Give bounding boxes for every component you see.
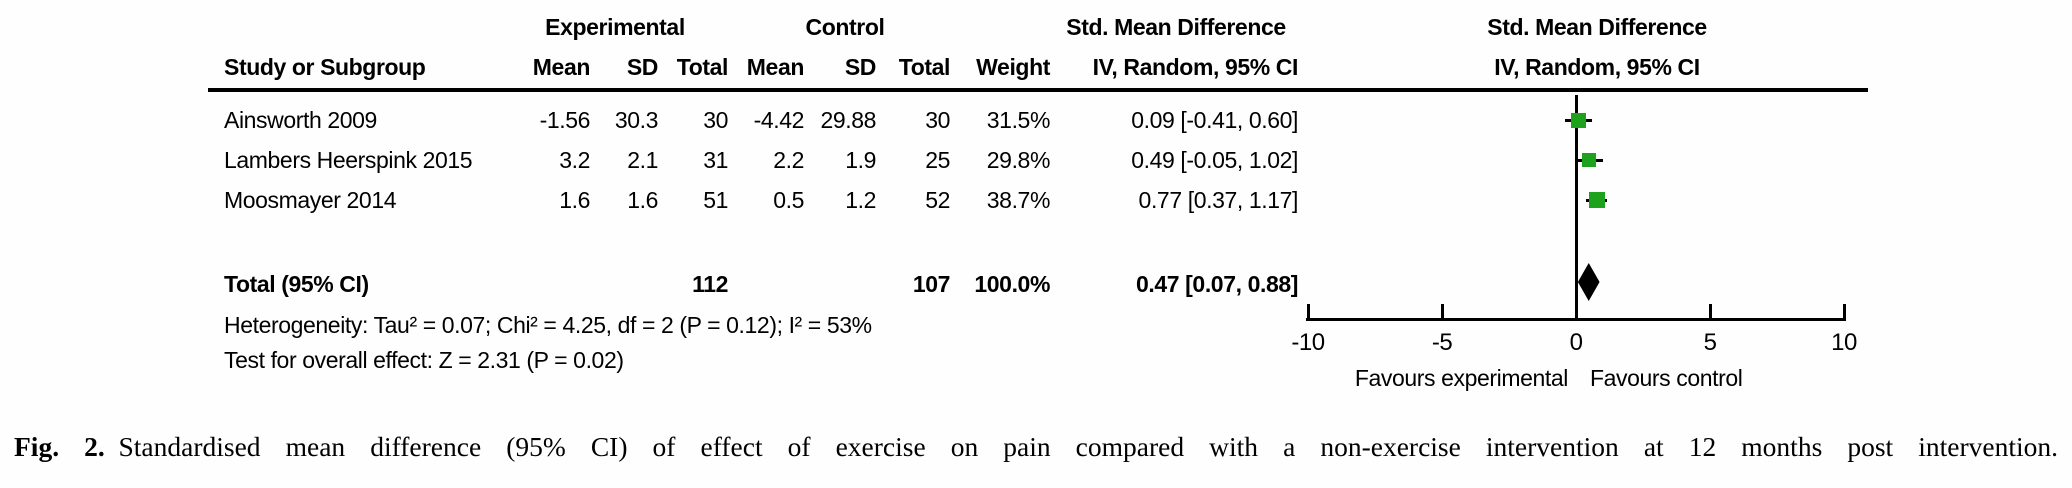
forest-square — [1582, 153, 1597, 167]
axis-tick-label: 10 — [1831, 329, 1857, 356]
weight-value: 31.5% — [986, 107, 1051, 133]
col-header-ci-plot: IV, Random, 95% CI — [1494, 54, 1700, 80]
col-header-weight: Weight — [976, 54, 1050, 80]
ctrl-mean-value: 0.5 — [773, 187, 804, 213]
total-label: Total (95% CI) — [224, 271, 369, 297]
col-header-ci-text: IV, Random, 95% CI — [1092, 54, 1299, 80]
col-header-ctrl-mean: Mean — [746, 54, 805, 80]
col-header-ctrl-total: Total — [898, 54, 951, 80]
ci-text-value: 0.77 [0.37, 1.17] — [1138, 187, 1299, 213]
forest-square — [1570, 112, 1586, 128]
figure-caption: Fig. 2. Standardised mean difference (95… — [14, 430, 2058, 464]
axis-tick-label: -5 — [1431, 329, 1453, 356]
ci-text-value: 0.09 [-0.41, 0.60] — [1131, 107, 1298, 133]
ctrl-sd-value: 1.9 — [845, 147, 876, 173]
ci-text-value: 0.49 [-0.05, 1.02] — [1131, 147, 1298, 173]
total-exp-n: 112 — [692, 271, 728, 297]
col-header-exp-sd: SD — [626, 54, 659, 80]
axis-tick — [1306, 304, 1310, 318]
exp-total-value: 51 — [703, 187, 728, 213]
weight-value: 38.7% — [986, 187, 1051, 213]
study-name: Moosmayer 2014 — [224, 187, 397, 213]
col-header-ctrl-sd: SD — [844, 54, 877, 80]
axis-tick — [1708, 304, 1712, 318]
axis-tick — [1842, 304, 1846, 318]
col-group-control: Control — [805, 14, 885, 40]
exp-mean-value: 3.2 — [559, 147, 590, 173]
favours-control-label: Favours control — [1590, 365, 1743, 391]
ctrl-total-value: 30 — [925, 107, 950, 133]
study-name: Ainsworth 2009 — [224, 107, 377, 133]
total-ctrl-n: 107 — [912, 271, 951, 297]
summary-diamond — [1577, 263, 1600, 301]
exp-mean-value: 1.6 — [559, 187, 590, 213]
ctrl-mean-value: -4.42 — [753, 107, 805, 133]
figure-caption-text: Standardised mean difference (95% CI) of… — [118, 431, 2058, 462]
ctrl-sd-value: 1.2 — [845, 187, 876, 213]
header-rule — [208, 88, 1868, 92]
axis-tick — [1574, 304, 1578, 318]
figure-caption-label: Fig. 2. — [14, 431, 105, 462]
weight-value: 29.8% — [986, 147, 1051, 173]
col-group-experimental: Experimental — [545, 14, 685, 40]
exp-sd-value: 1.6 — [627, 187, 658, 213]
col-header-exp-total: Total — [676, 54, 729, 80]
exp-sd-value: 30.3 — [614, 107, 659, 133]
study-name: Lambers Heerspink 2015 — [224, 147, 473, 173]
axis-tick-label: 5 — [1703, 329, 1717, 356]
ctrl-total-value: 52 — [925, 187, 950, 213]
ctrl-sd-value: 29.88 — [820, 107, 876, 133]
col-header-exp-mean: Mean — [532, 54, 591, 80]
axis-tick-label: 0 — [1569, 329, 1583, 356]
total-ci-text: 0.47 [0.07, 0.88] — [1136, 271, 1298, 297]
forest-square — [1588, 192, 1605, 208]
exp-total-value: 31 — [703, 147, 728, 173]
col-header-study: Study or Subgroup — [224, 54, 426, 80]
exp-mean-value: -1.56 — [539, 107, 591, 133]
heterogeneity-stats: Heterogeneity: Tau² = 0.07; Chi² = 4.25,… — [224, 312, 872, 338]
zero-line — [1574, 95, 1578, 321]
axis-tick-label: -10 — [1291, 329, 1325, 356]
col-group-effect-plot: Std. Mean Difference — [1487, 14, 1707, 40]
overall-effect-test: Test for overall effect: Z = 2.31 (P = 0… — [224, 347, 624, 373]
col-group-effect-text: Std. Mean Difference — [1066, 14, 1286, 40]
ctrl-mean-value: 2.2 — [773, 147, 804, 173]
total-weight: 100.0% — [974, 271, 1050, 297]
exp-sd-value: 2.1 — [627, 147, 658, 173]
exp-total-value: 30 — [703, 107, 728, 133]
favours-experimental-label: Favours experimental — [1354, 365, 1569, 391]
axis-tick — [1440, 304, 1444, 318]
ctrl-total-value: 25 — [925, 147, 950, 173]
